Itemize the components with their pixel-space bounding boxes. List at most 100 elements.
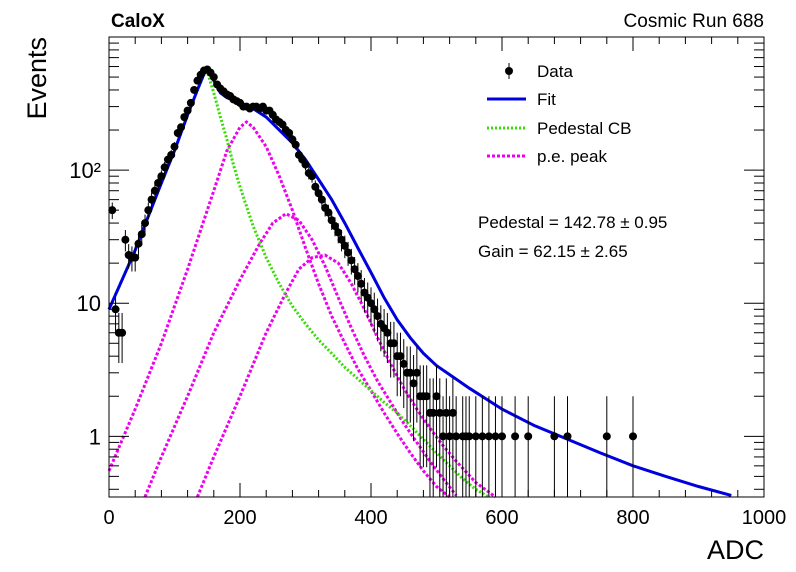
data-point-marker (429, 408, 438, 417)
plot-frame (108, 36, 765, 498)
data-point-marker (367, 299, 375, 308)
data-point-marker (291, 140, 300, 149)
data-point (137, 224, 146, 246)
data-point (209, 73, 218, 82)
x-tick-label: 200 (223, 507, 256, 529)
data-point-marker (563, 432, 572, 441)
data-point (373, 298, 382, 342)
data-point-marker (180, 113, 189, 122)
data-point (452, 396, 461, 497)
data-point (491, 396, 500, 497)
data-point-marker (144, 206, 153, 215)
data-point-marker (471, 432, 480, 441)
data-point-marker (160, 163, 169, 172)
x-axis-title: ADC (707, 535, 764, 565)
x-tick-label: 800 (616, 507, 649, 529)
data-point (147, 192, 156, 208)
data-point (383, 312, 392, 364)
data-point-marker (141, 219, 150, 228)
data-point (180, 113, 189, 122)
data-point (154, 176, 163, 190)
data-point-marker (150, 186, 159, 195)
data-point-marker (324, 208, 333, 217)
data-point (134, 233, 143, 256)
data-point (190, 85, 199, 94)
data-point-marker (170, 142, 179, 151)
data-point (170, 142, 179, 152)
data-point-marker (337, 235, 346, 244)
legend-label-data: Data (537, 62, 573, 81)
data-point-marker (344, 248, 353, 257)
data-point (167, 150, 176, 161)
data-point-marker (330, 222, 339, 231)
data-point-marker (147, 195, 156, 204)
data-point (432, 365, 441, 468)
data-point (193, 76, 202, 85)
data-point-marker (190, 85, 199, 94)
data-point-marker (478, 432, 487, 441)
data-point-marker (396, 352, 405, 361)
data-point-marker (177, 123, 186, 132)
data-point (291, 140, 300, 150)
data-point (144, 202, 153, 219)
data-point (524, 396, 533, 497)
data-point-marker (134, 239, 143, 248)
data-point (465, 396, 474, 497)
data-point (422, 365, 431, 468)
data-point (177, 123, 186, 132)
legend-label-pe: p.e. peak (537, 147, 607, 166)
data-point-marker (340, 241, 349, 250)
data-point (484, 396, 493, 497)
data-point-marker (511, 432, 520, 441)
data-point-marker (301, 160, 310, 169)
data-point-marker (550, 432, 559, 441)
data-point-marker (167, 150, 176, 159)
data-point-marker (373, 312, 382, 321)
data-point-marker (448, 408, 457, 417)
data-point (347, 248, 356, 275)
data-point (409, 355, 418, 442)
gain-annotation: Gain = 62.15 ± 2.65 (478, 242, 628, 261)
data-point (118, 312, 127, 364)
data-point (367, 287, 375, 326)
legend-marker-data (505, 63, 513, 79)
data-point-marker (334, 228, 343, 237)
data-point (498, 396, 506, 497)
data-point (285, 128, 294, 138)
data-point-marker (406, 368, 415, 377)
data-point-marker (357, 279, 366, 288)
data-point-marker (347, 256, 356, 265)
pe-peak-curve-3 (196, 253, 497, 499)
data-point (314, 186, 323, 201)
data-point-marker (412, 368, 421, 377)
data-point-marker (186, 98, 195, 107)
data-point-marker (314, 189, 323, 198)
data-point-marker (445, 432, 454, 441)
data-point-marker (435, 408, 444, 417)
axes-layer: 0 200 400 600 800 1000 1 10 10² (69, 37, 786, 529)
data-point-marker (137, 230, 146, 239)
data-point (160, 161, 169, 174)
experiment-label: CaloX (111, 11, 165, 32)
data-point-marker (602, 432, 611, 441)
data-point (471, 396, 480, 497)
data-point-marker (131, 253, 140, 262)
data-point (629, 396, 637, 497)
x-tick-label: 1000 (742, 507, 787, 529)
data-point-marker (183, 106, 192, 115)
data-point (317, 192, 326, 208)
data-point-marker (524, 432, 533, 441)
data-point (370, 292, 379, 333)
data-point (141, 214, 150, 234)
data-point-marker (285, 129, 294, 138)
data-points-layer (108, 65, 637, 497)
y-tick-label: 10² (69, 158, 101, 183)
data-point (157, 170, 166, 183)
data-point (186, 98, 195, 107)
data-point-marker (491, 432, 500, 441)
y-tick-label: 10 (77, 291, 101, 316)
data-point-marker (121, 235, 130, 244)
data-point-marker (317, 195, 326, 204)
data-point (150, 184, 159, 199)
